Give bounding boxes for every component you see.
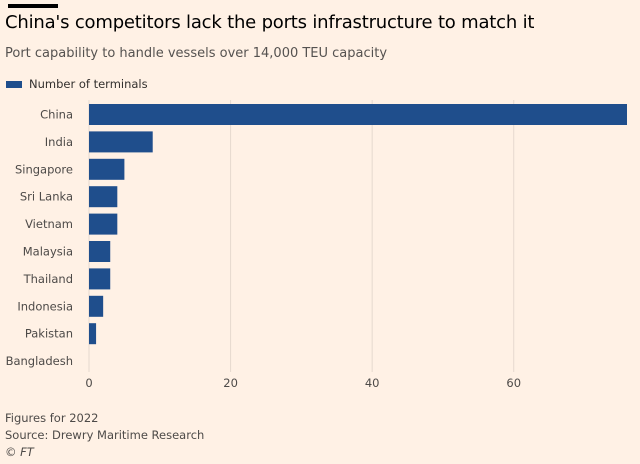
x-tick-label: 20 xyxy=(223,376,238,390)
legend-swatch xyxy=(6,80,22,88)
chart-subtitle: Port capability to handle vessels over 1… xyxy=(5,46,388,61)
source-note: Source: Drewry Maritime Research xyxy=(5,428,205,442)
bar xyxy=(89,268,111,290)
category-label: Bangladesh xyxy=(6,354,73,368)
ft-credit: © FT xyxy=(5,445,34,459)
category-label: Sri Lanka xyxy=(20,190,73,204)
category-label: Malaysia xyxy=(23,245,73,259)
category-label: Pakistan xyxy=(25,327,73,341)
category-label: Vietnam xyxy=(25,217,73,231)
x-tick-label: 40 xyxy=(365,376,380,390)
legend-label: Number of terminals xyxy=(29,77,148,91)
chart-title: China's competitors lack the ports infra… xyxy=(5,12,535,33)
bar xyxy=(89,104,627,125)
category-label: Singapore xyxy=(15,162,73,176)
category-label: India xyxy=(45,135,73,149)
legend: Number of terminals xyxy=(6,77,148,91)
x-tick-label: 60 xyxy=(506,376,521,390)
category-label: Thailand xyxy=(23,272,73,286)
footnote: Figures for 2022 xyxy=(5,411,99,425)
bar xyxy=(89,213,118,235)
bar xyxy=(89,323,97,345)
category-label: Indonesia xyxy=(17,299,73,313)
top-accent-bar xyxy=(8,4,58,8)
bar xyxy=(89,158,125,180)
category-label: China xyxy=(40,108,73,122)
bar xyxy=(89,186,118,208)
bar xyxy=(89,241,111,262)
bar xyxy=(89,295,104,317)
bar xyxy=(89,131,153,153)
x-tick-label: 0 xyxy=(85,376,92,390)
